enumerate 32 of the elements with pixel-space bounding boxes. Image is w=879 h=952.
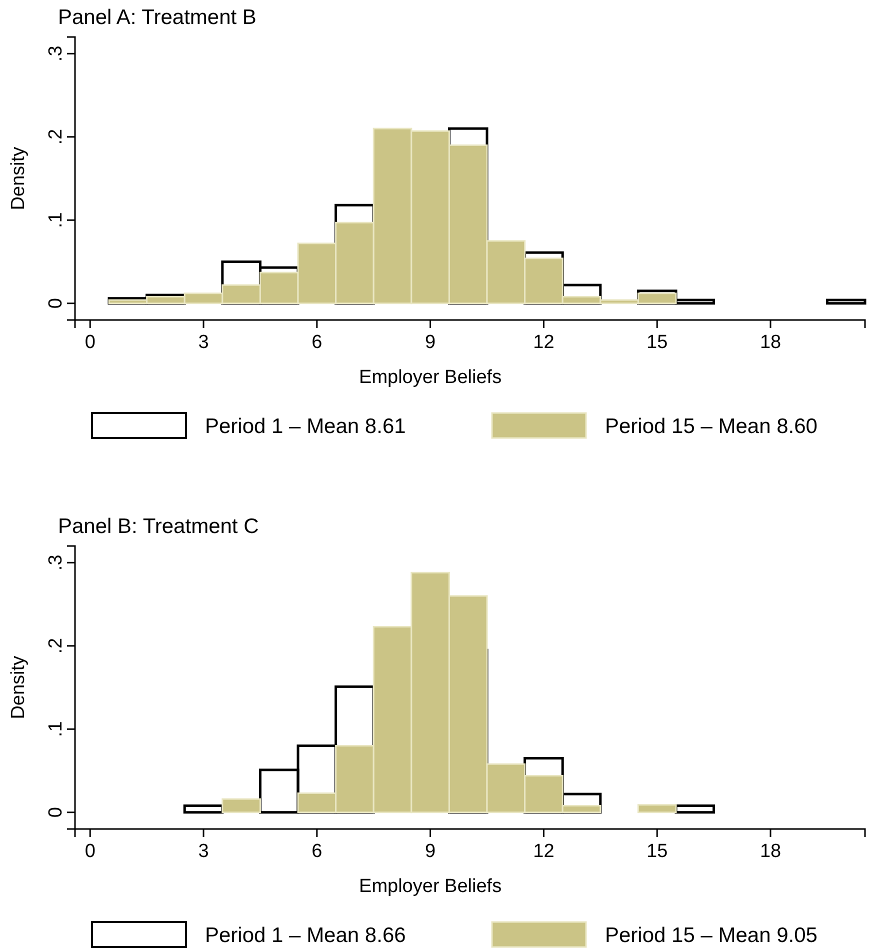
legend-label: Period 15 – Mean 9.05 xyxy=(605,924,818,947)
y-tick-label: 0 xyxy=(46,298,67,309)
x-tick-label: 12 xyxy=(533,841,554,862)
y-tick-label: .2 xyxy=(46,638,67,654)
x-tick-label: 9 xyxy=(425,841,436,862)
x-tick-label: 15 xyxy=(646,841,668,862)
legend-label: Period 1 – Mean 8.61 xyxy=(205,415,406,438)
x-tick-label: 6 xyxy=(312,332,322,354)
y-tick-label: .3 xyxy=(46,46,67,62)
x-tick-label: 18 xyxy=(760,332,782,354)
x-tick-label: 12 xyxy=(533,332,554,354)
y-axis-title: Density xyxy=(8,655,29,720)
x-tick-label: 18 xyxy=(760,841,782,862)
legend-label: Period 1 – Mean 8.66 xyxy=(205,924,406,947)
x-tick-label: 6 xyxy=(312,841,322,862)
y-tick-label: .1 xyxy=(46,721,67,738)
x-tick-label: 0 xyxy=(84,841,96,862)
legend-label: Period 15 – Mean 8.60 xyxy=(605,415,818,438)
x-axis-title: Employer Beliefs xyxy=(359,367,502,388)
chart-title: Panel A: Treatment B xyxy=(58,6,256,29)
y-axis-title: Density xyxy=(8,146,29,210)
x-tick-label: 15 xyxy=(646,332,668,354)
x-tick-label: 9 xyxy=(425,332,436,354)
y-tick-label: .1 xyxy=(46,212,67,228)
x-axis-title: Employer Beliefs xyxy=(359,876,502,897)
y-tick-label: .3 xyxy=(46,554,67,571)
x-tick-label: 3 xyxy=(198,841,209,862)
y-tick-label: .2 xyxy=(46,128,67,145)
chart-title: Panel B: Treatment C xyxy=(58,515,259,538)
x-tick-label: 3 xyxy=(198,332,209,354)
x-tick-label: 0 xyxy=(84,332,96,354)
y-tick-label: 0 xyxy=(46,807,67,818)
